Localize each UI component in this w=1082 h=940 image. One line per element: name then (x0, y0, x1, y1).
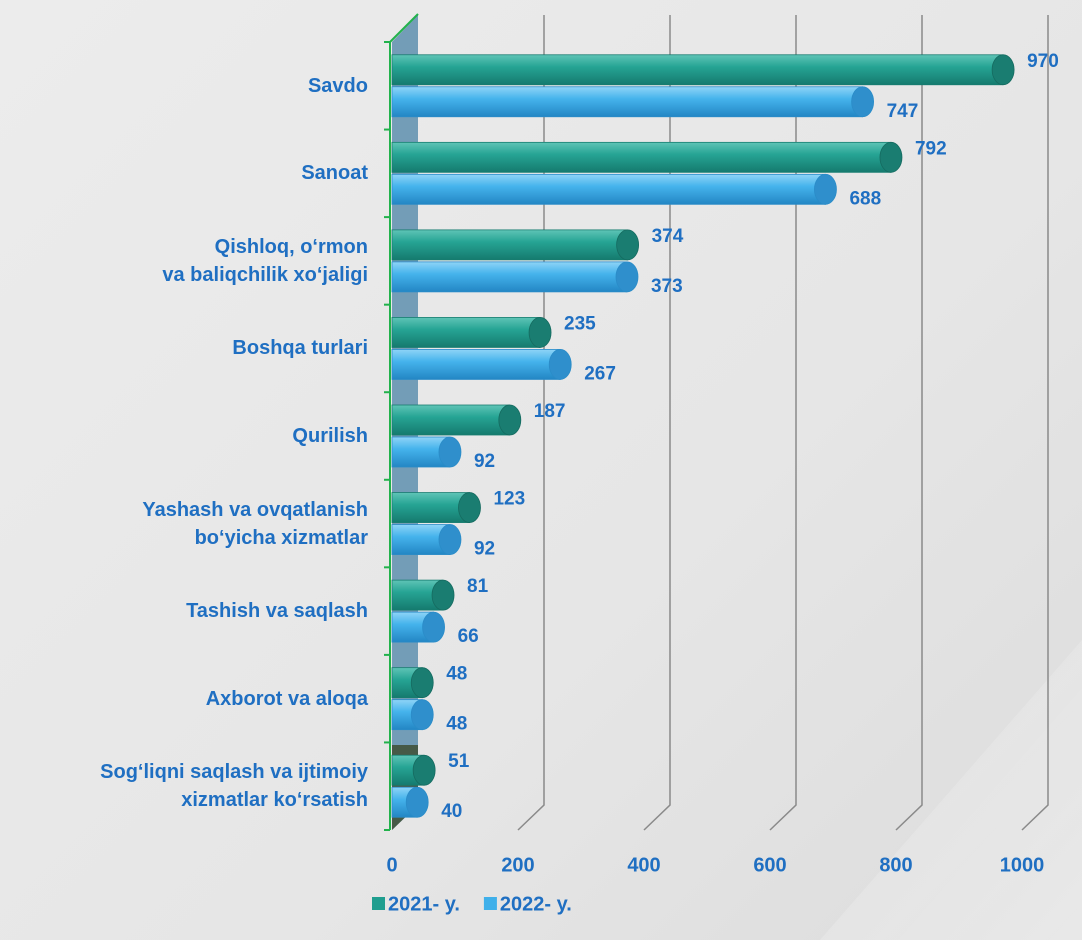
value-label: 48 (446, 714, 467, 735)
bar (391, 492, 470, 523)
x-tick-label: 400 (627, 854, 660, 876)
y-tick-label: Qurilish (292, 425, 368, 447)
value-label: 66 (458, 626, 479, 647)
bar-cap (438, 436, 462, 468)
bar-cap (412, 754, 436, 786)
bar (391, 54, 1004, 86)
y-tick-label: Axborot va aloqa (205, 687, 368, 710)
value-label: 123 (493, 489, 525, 510)
value-label: 747 (887, 101, 919, 122)
y-tick-label: Sog‘liqni saqlash va ijtimoiy xizmatlar … (100, 761, 368, 812)
grid-line (643, 15, 671, 831)
bar-cap (615, 261, 639, 293)
bar-cap (431, 579, 455, 611)
bar-cap (616, 229, 640, 261)
bar (391, 404, 511, 436)
value-label: 48 (446, 664, 467, 685)
value-label: 51 (448, 751, 470, 772)
bar (391, 317, 541, 348)
bar (391, 261, 628, 293)
bar-cap (879, 141, 903, 173)
y-tick-label: Qishloq, o‘rmon va baliqchilik xo‘jaligi (162, 235, 368, 286)
bar (391, 349, 561, 380)
y-tick-label: Tashish va saqlash (186, 600, 368, 623)
legend-label: 2021- y. (388, 893, 460, 915)
bar-cap (498, 404, 522, 436)
value-label: 187 (534, 401, 566, 422)
bar (391, 86, 864, 118)
value-label: 373 (651, 276, 683, 297)
value-label: 267 (584, 363, 616, 384)
grid-line (517, 15, 545, 831)
legend-swatch (483, 897, 497, 910)
y-tick-label: Yashash va ovqatlanish bo‘yicha xizmatla… (142, 498, 368, 549)
value-label: 92 (474, 451, 495, 472)
bar-cap (528, 317, 552, 348)
grid-line (895, 15, 923, 831)
value-label: 40 (441, 801, 462, 822)
x-tick-label: 200 (501, 854, 534, 876)
value-label: 970 (1027, 51, 1059, 72)
legend-swatch (372, 897, 385, 910)
value-label: 792 (915, 138, 947, 159)
bar-cap (458, 492, 481, 523)
background-sheen (820, 640, 1082, 940)
bar (391, 173, 826, 205)
y-tick-label: Sanoat (301, 162, 368, 185)
grid-line (1021, 15, 1049, 831)
grid-line (769, 15, 797, 831)
y-tick-label: Savdo (307, 74, 368, 97)
bar-cap (991, 54, 1015, 86)
value-label: 688 (849, 188, 881, 209)
y-tick-label: Boshqa turlari (232, 337, 368, 360)
bar-cap (410, 667, 434, 699)
axis-line-top (389, 13, 419, 43)
bar-cap (410, 699, 434, 731)
value-label: 92 (474, 539, 495, 560)
x-tick-label: 1000 (1000, 854, 1045, 876)
legend-label: 2022- y. (500, 893, 572, 915)
bar-cap (405, 786, 429, 818)
bar (391, 229, 629, 261)
bar-cap (422, 611, 445, 643)
value-label: 374 (652, 226, 684, 247)
bar-cap (851, 86, 875, 118)
value-label: 81 (467, 576, 489, 597)
x-tick-label: 800 (879, 854, 912, 876)
bar-cap (548, 349, 572, 380)
bar (391, 141, 892, 173)
bar-cap (814, 173, 837, 205)
x-tick-label: 600 (753, 854, 786, 876)
bar-cap (438, 524, 462, 555)
value-label: 235 (564, 313, 596, 334)
x-tick-label: 0 (386, 854, 397, 876)
